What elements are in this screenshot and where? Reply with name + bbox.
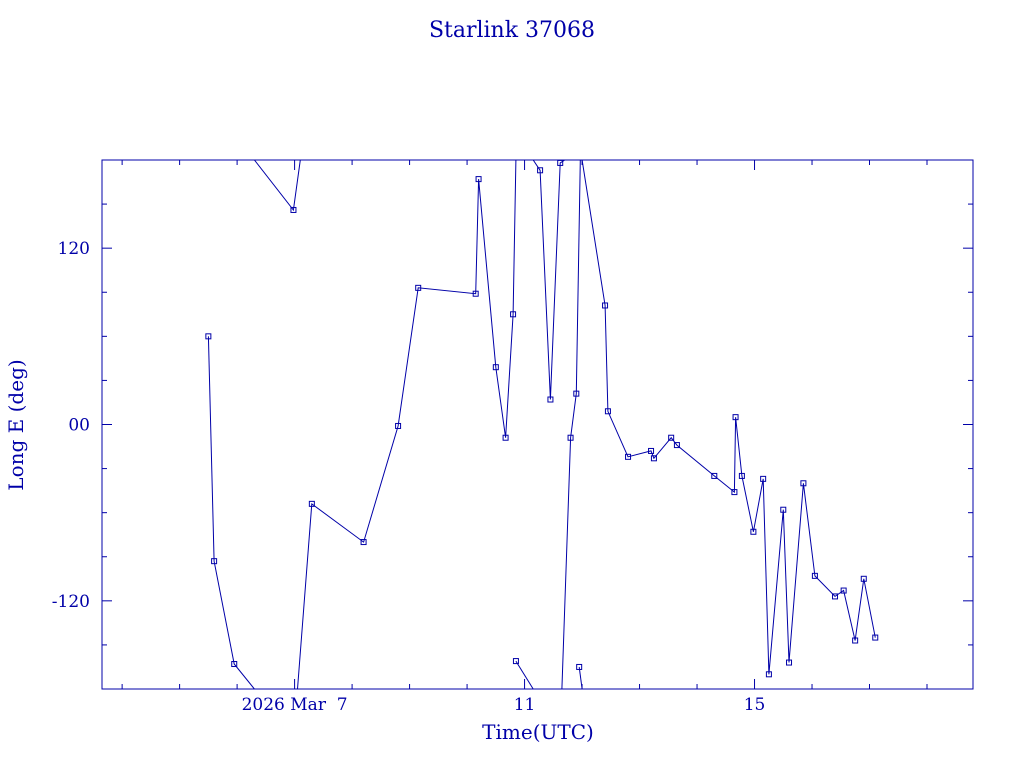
y-tick-label: -120 xyxy=(52,592,90,612)
data-point xyxy=(750,528,757,535)
series-line xyxy=(297,160,517,689)
data-point xyxy=(604,408,611,415)
data-point xyxy=(765,671,772,678)
data-point xyxy=(811,572,818,579)
data-point xyxy=(492,364,499,371)
data-point xyxy=(510,311,517,318)
series-line xyxy=(254,160,301,212)
chart-title: Starlink 37068 xyxy=(429,18,595,43)
data-point xyxy=(512,658,519,665)
data-point xyxy=(832,593,839,600)
data-point xyxy=(738,472,745,479)
series-line xyxy=(515,660,534,689)
data-point xyxy=(308,500,315,507)
x-tick-labels: 2026 Mar 7 11 15 xyxy=(242,695,766,715)
data-point xyxy=(650,455,657,462)
data-point xyxy=(290,206,297,213)
data-point xyxy=(211,558,218,565)
data-point xyxy=(872,634,879,641)
data-point xyxy=(673,442,680,449)
data-point xyxy=(731,489,738,496)
data-point xyxy=(576,663,583,670)
y-tick-label: 00 xyxy=(68,416,90,436)
data-point xyxy=(760,475,767,482)
data-point xyxy=(502,434,509,441)
series-line xyxy=(532,160,566,400)
data-point xyxy=(800,480,807,487)
data-point xyxy=(625,453,632,460)
data-point xyxy=(840,587,847,594)
data-point xyxy=(780,506,787,513)
data-point xyxy=(472,290,479,297)
y-tick-labels: 120 00 -120 xyxy=(52,239,90,612)
data-point xyxy=(573,390,580,397)
series-line xyxy=(207,336,255,689)
x-axis-label: Time(UTC) xyxy=(482,720,594,744)
data-point xyxy=(231,661,238,668)
data-point xyxy=(860,575,867,582)
x-tick-label: 2026 Mar 7 xyxy=(242,695,348,715)
data-point xyxy=(537,167,544,174)
data-point xyxy=(567,434,574,441)
data-point xyxy=(711,472,718,479)
data-point xyxy=(602,302,609,309)
data-point xyxy=(557,160,564,166)
data-point xyxy=(786,659,793,666)
y-tick-label: 120 xyxy=(58,239,90,259)
series-line xyxy=(581,160,876,675)
data-point xyxy=(648,447,655,454)
series-group xyxy=(205,160,879,689)
series-line xyxy=(561,160,581,689)
data-point xyxy=(547,396,554,403)
y-axis-label: Long E (deg) xyxy=(4,359,28,490)
plot-frame xyxy=(101,159,974,690)
x-tick-label: 15 xyxy=(744,695,766,715)
series-line xyxy=(578,666,583,689)
data-point xyxy=(205,333,212,340)
axis-ticks xyxy=(102,160,973,689)
data-point xyxy=(732,414,739,421)
data-point xyxy=(395,422,402,429)
series-lines xyxy=(205,160,879,689)
data-point xyxy=(852,637,859,644)
data-point xyxy=(475,176,482,183)
data-point xyxy=(668,434,675,441)
data-point xyxy=(415,284,422,291)
data-point xyxy=(360,539,367,546)
x-tick-label: 11 xyxy=(514,695,536,715)
